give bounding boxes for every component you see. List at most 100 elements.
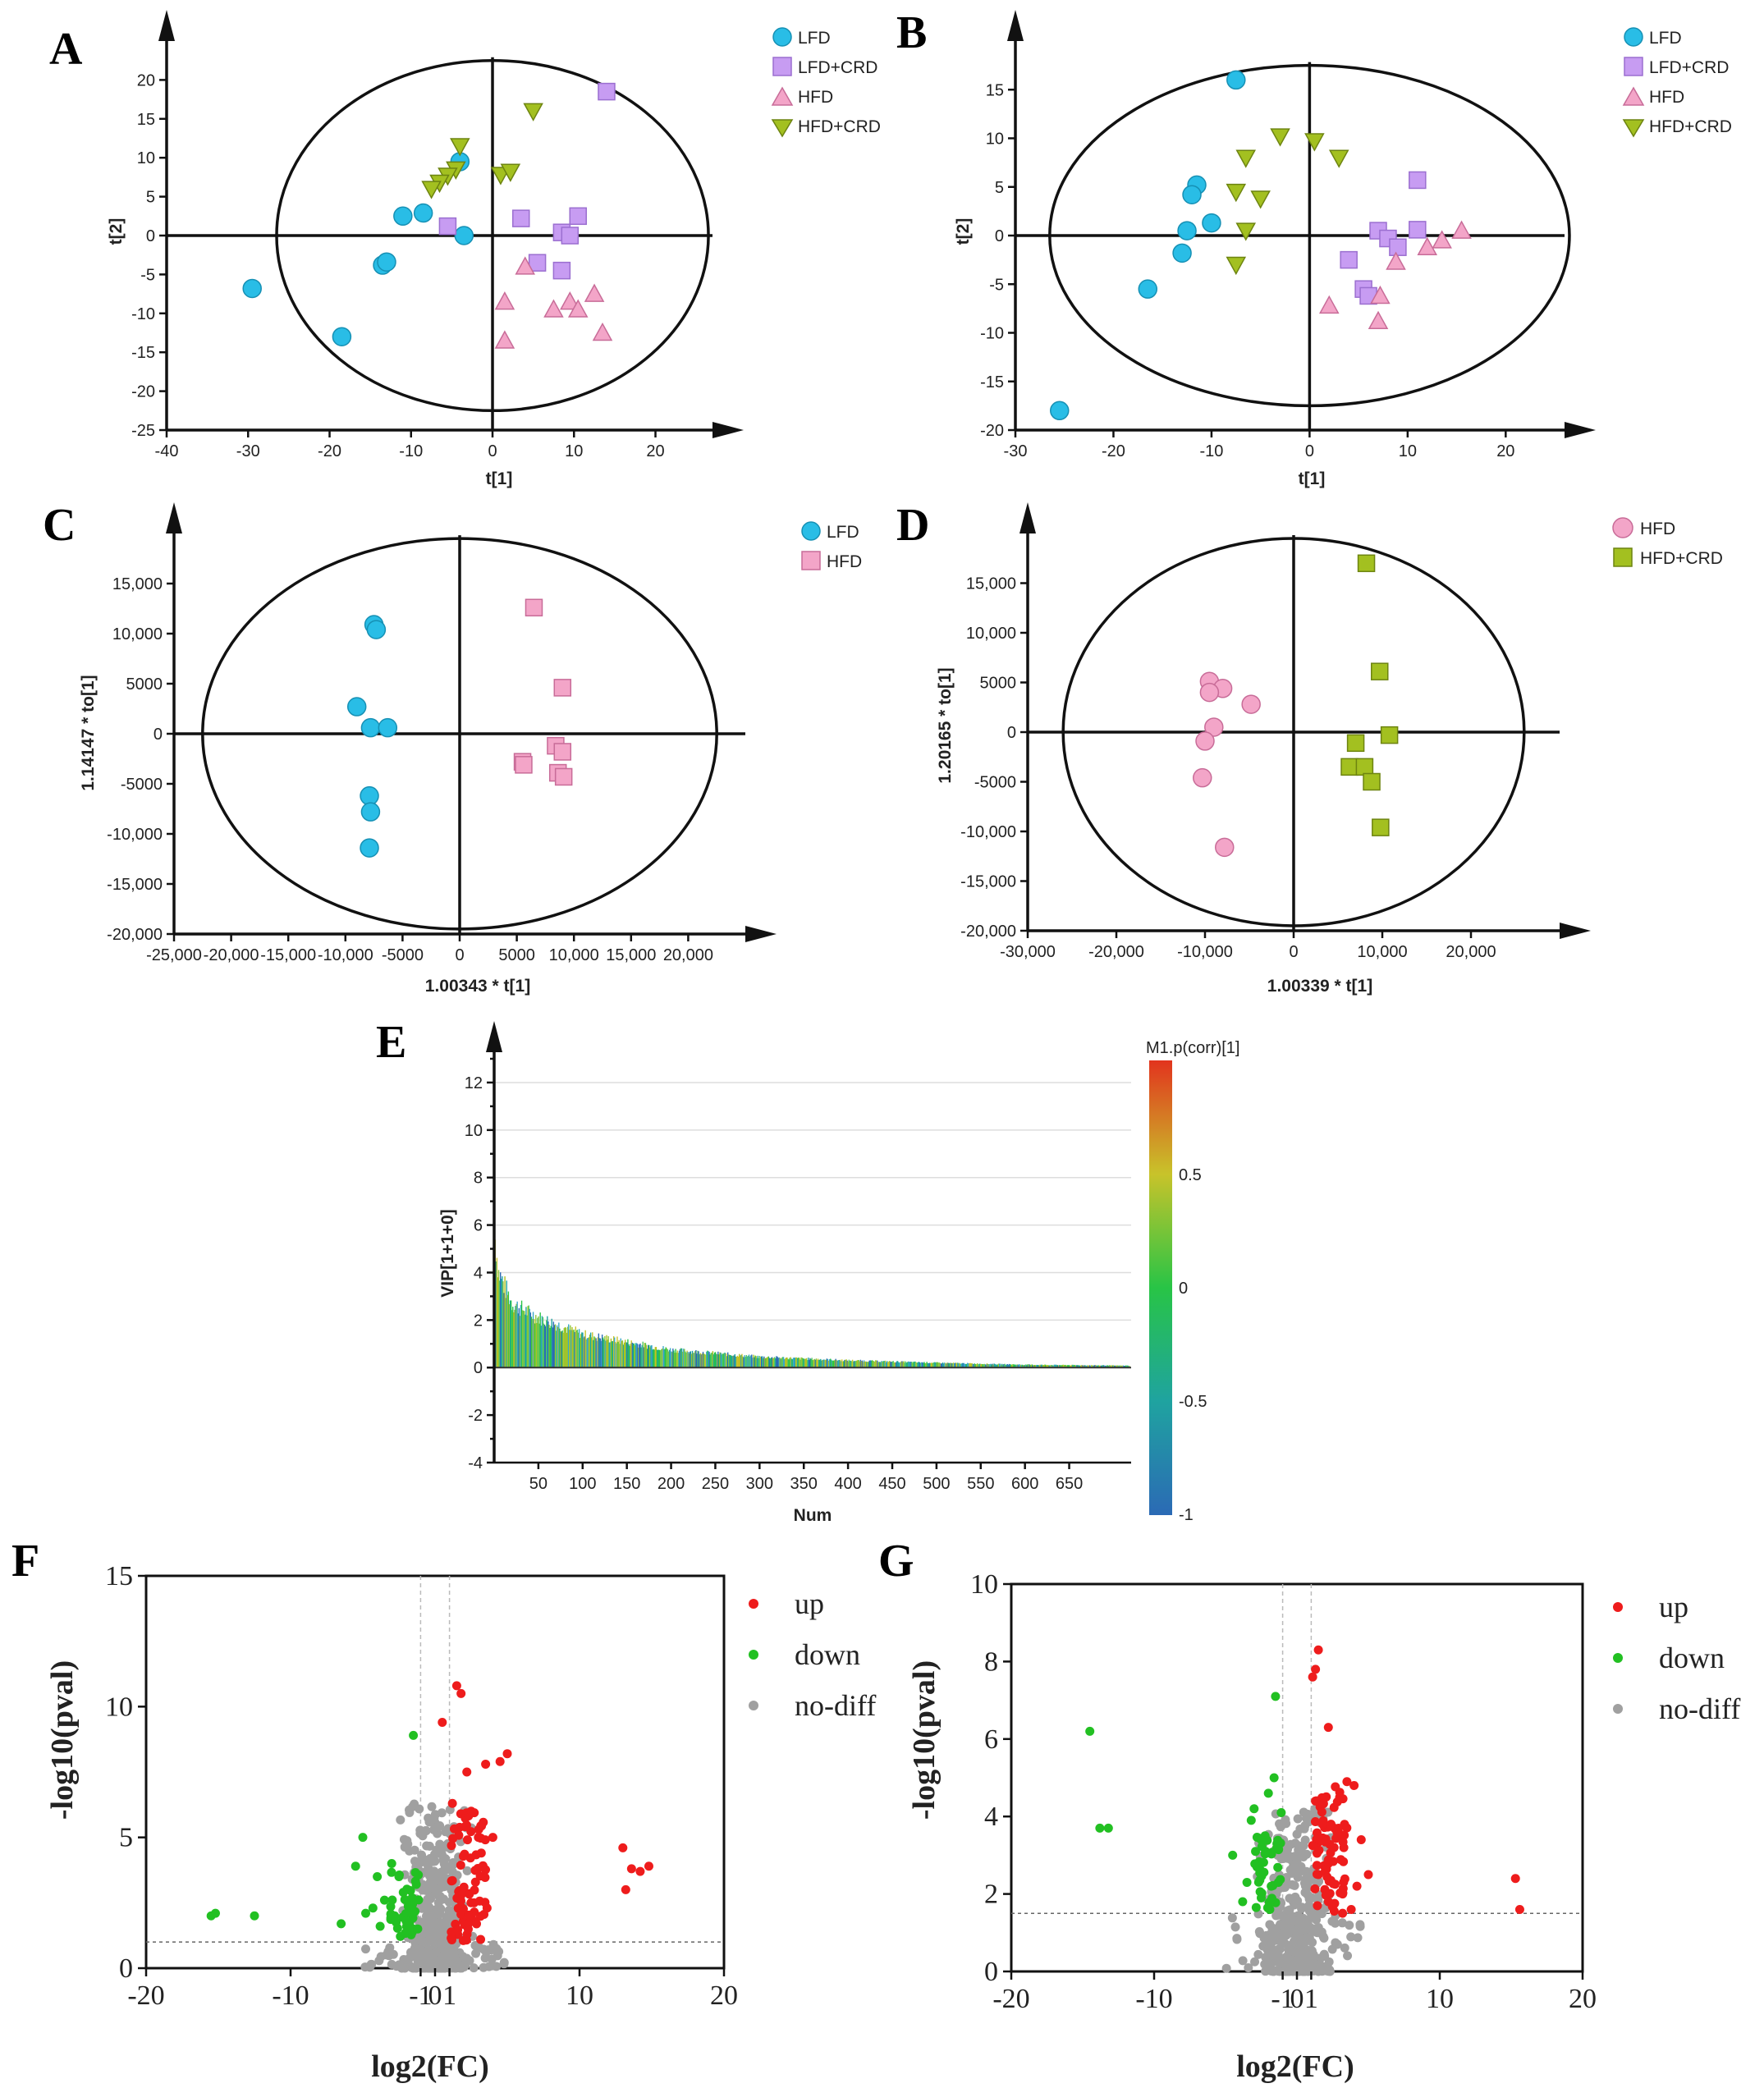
vip-bar [667,1351,670,1368]
point-c-hfd-0 [525,598,543,617]
vip-bar [957,1362,959,1368]
vip-bar [865,1361,867,1368]
vip-bar [1104,1365,1106,1368]
legend-c: LFD HFD [801,521,862,571]
point-b-lfd-7 [1050,401,1070,421]
y-tick-label-c-2: -10,000 [107,826,163,844]
vip-bar [603,1339,605,1368]
vip-bar [877,1362,879,1368]
vip-bar [696,1353,698,1368]
legend-marker-g-nodiff [1613,1704,1623,1714]
vip-bar [882,1362,883,1368]
vip-bar [1085,1365,1087,1368]
nodiff-point [1317,1962,1326,1971]
down-point [386,1902,396,1912]
vip-bar [838,1360,841,1368]
legend-label-b-lfdcrd: LFD+CRD [1649,58,1729,77]
nodiff-point [1337,1918,1347,1928]
vip-bar [566,1332,568,1368]
vip-bar [728,1354,730,1368]
nodiff-point [1260,1959,1270,1969]
vip-bar [518,1307,520,1368]
nodiff-point [1285,1947,1294,1957]
vip-bar [971,1363,973,1368]
y-tick-label-c-6: 10,000 [112,625,163,643]
confidence-ellipse-b [1048,63,1571,408]
x-tick-label-a-6: 20 [646,442,664,460]
vip-bar [1010,1364,1013,1368]
x-tick-label-f-3: 0 [428,1980,442,2011]
vip-bar [1076,1365,1079,1368]
vip-bar [586,1338,589,1368]
down-point [1251,1847,1261,1857]
vip-bar [652,1349,653,1368]
vip-bar [729,1354,731,1368]
vip-bar [917,1362,919,1368]
vip-bar [507,1291,510,1368]
x-tick-label-e-6: 350 [790,1475,818,1493]
x-tick-label-d-1: -20,000 [1088,943,1144,961]
legend-label-a-lfdcrd: LFD+CRD [798,58,877,77]
vip-bar [1050,1365,1052,1368]
nodiff-point [435,1907,445,1916]
vip-bar [975,1364,978,1368]
vip-bar [833,1360,835,1368]
point-a-lfd-crd-3 [528,254,547,272]
vip-bar [618,1339,620,1368]
x-tick-label-a-2: -20 [318,442,341,460]
x-tick-label-a-0: -40 [155,442,179,460]
vip-bar [505,1298,506,1368]
x-tick-label-c-2: -15,000 [260,946,316,964]
vip-bar [543,1323,545,1368]
vip-bar [945,1362,946,1368]
up-point [461,1820,471,1830]
up-point [1321,1837,1331,1847]
vip-bar [549,1327,551,1368]
vip-bar [1065,1365,1067,1368]
vip-bar [980,1363,982,1368]
point-a-hfd-3 [543,299,564,318]
point-d-hfd-3 [1241,694,1261,714]
up-point-f-9 [635,1866,645,1876]
x-tick-label-g-4: 1 [1304,1984,1318,2014]
up-point-f-8 [626,1864,636,1874]
vip-bar [949,1362,951,1368]
vip-bar [953,1362,955,1368]
x-tick-label-e-0: 50 [529,1475,548,1493]
vip-bar [951,1362,953,1368]
point-c-lfd-3 [360,717,381,738]
y-tick-label-c-7: 15,000 [112,575,163,593]
nodiff-point [1302,1866,1312,1876]
point-b-hfd-5 [1368,310,1389,330]
vip-bar [828,1359,831,1368]
y-tick-label-d-6: 10,000 [966,625,1016,643]
vip-bar [1025,1364,1027,1368]
down-point [414,1870,424,1880]
y-tick-label-c-5: 5000 [126,675,163,694]
down-point-g-14 [1265,1904,1275,1914]
panel-d: D -30,000 -20,000 -10,000 0 10,000 20,000 -20,… [896,500,1723,996]
y-tick-label-e-0: -4 [468,1454,483,1472]
vip-bar [1048,1365,1050,1368]
vip-bar [934,1362,936,1368]
vip-bar [715,1353,717,1368]
vip-bar [544,1326,547,1368]
nodiff-point [470,1940,480,1950]
nodiff-point [1300,1820,1310,1830]
up-point-g-8 [1363,1870,1373,1880]
nodiff-point [429,1870,439,1880]
nodiff-point [424,1817,434,1827]
legend-marker-d-hfd [1612,517,1633,538]
vip-bar [758,1356,761,1368]
vip-bar [816,1359,818,1368]
vip-bar [745,1357,746,1368]
vip-bar [703,1353,705,1368]
nodiff-point [422,1938,432,1948]
nodiff-point [1317,1909,1326,1919]
vip-bar [1049,1365,1051,1368]
vip-bar [990,1363,992,1368]
up-point-g-10 [1514,1904,1524,1914]
colorbar-e: M1.p(corr)[1] -1 -0.5 0 0.5 [1146,1039,1239,1524]
nodiff-point [428,1857,438,1866]
vip-bar [994,1363,996,1368]
